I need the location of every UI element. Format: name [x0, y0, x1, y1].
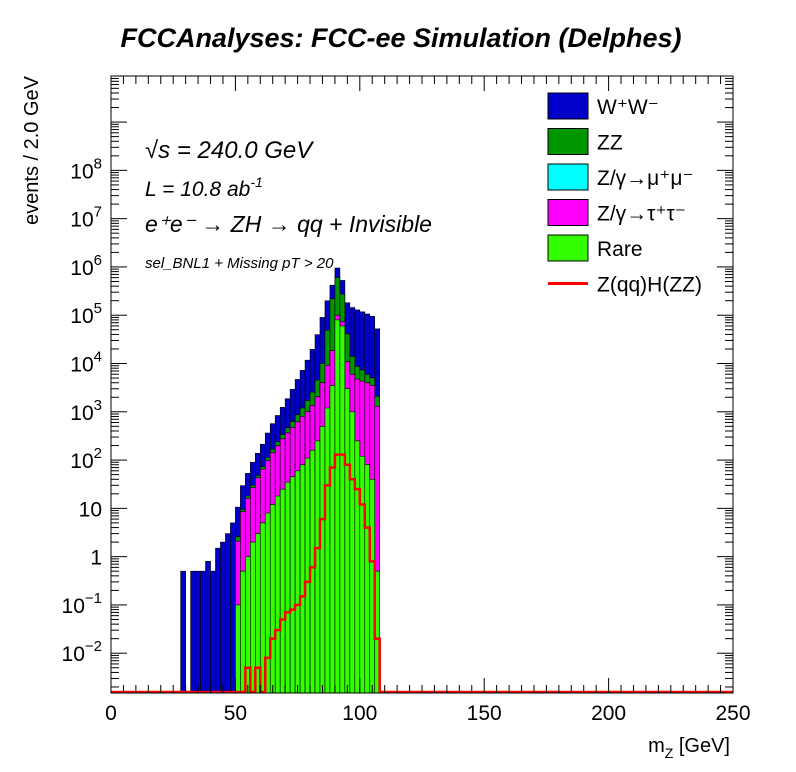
annotation-sqrt-s: √s = 240.0 GeV	[145, 137, 314, 164]
x-tick-label: 200	[591, 702, 626, 725]
legend-swatch	[547, 92, 589, 120]
series-5-bar	[344, 388, 351, 694]
legend-entry-3: Z/γ→μ⁺μ⁻	[547, 163, 694, 191]
chart-title: FCCAnalyses: FCC-ee Simulation (Delphes)	[120, 23, 681, 53]
legend-label: W⁺W⁻	[597, 96, 659, 119]
legend-entry-6: Z(qq)H(ZZ)	[548, 274, 702, 297]
legend-entry-2: ZZ	[547, 128, 623, 155]
x-axis-title: mZ [GeV]	[648, 735, 730, 761]
x-tick-label: 0	[105, 702, 117, 725]
legend-label: ZZ	[597, 132, 623, 155]
x-tick-label: 250	[715, 702, 750, 725]
series-5-bar	[299, 464, 306, 694]
series-1-bar	[180, 570, 186, 694]
ticks-layer: 0 50 100 150 200 250 10−2 10−1 1 10 102 103 104 105 10…	[62, 75, 751, 725]
y-tick-label: 103	[70, 397, 102, 425]
legend-entry-4: Z/γ→τ⁺τ⁻	[547, 199, 686, 226]
annotation-selection: sel_BNL1 + Missing pT > 20	[145, 255, 334, 272]
series-1-bar	[190, 570, 196, 694]
series-5-bar	[294, 470, 301, 694]
series-5-bar	[279, 488, 286, 694]
y-tick-label: 107	[70, 204, 102, 232]
series-1-bar	[210, 570, 216, 694]
series-1-bar	[220, 541, 226, 694]
legend-entry-5: Rare	[547, 234, 643, 262]
series-5-bar	[269, 504, 276, 694]
series-5-bar	[339, 325, 346, 694]
legend-swatch	[547, 234, 589, 262]
series-5-bar	[334, 319, 341, 694]
series-5-bar	[329, 385, 336, 694]
series-6-line	[111, 453, 733, 694]
y-tick-label: 106	[70, 252, 102, 280]
y-tick-label: 102	[70, 445, 102, 473]
y-tick-label: 104	[70, 349, 102, 377]
y-tick-label: 1	[90, 547, 102, 570]
y-tick-label: 105	[70, 300, 102, 328]
series-5-bar	[324, 407, 331, 694]
legend-label: Z/γ→μ⁺μ⁻	[597, 167, 694, 190]
series-5-bar	[235, 604, 241, 694]
legend-label: Z/γ→τ⁺τ⁻	[597, 203, 686, 226]
series-1-bar	[215, 547, 221, 694]
series-1-bar	[205, 561, 211, 694]
legend-swatch	[547, 163, 589, 191]
series-5-bar	[274, 495, 281, 694]
legend-entry-1: W⁺W⁻	[547, 92, 659, 120]
legend-label: Rare	[597, 238, 643, 261]
series-5-bar	[289, 476, 296, 694]
annotation-lumi: L = 10.8 ab-1	[145, 174, 263, 201]
series-5-bar	[319, 426, 326, 694]
series-1-bar	[230, 522, 236, 694]
plot-area	[111, 267, 733, 694]
series-5-bar	[349, 411, 356, 694]
y-tick-label: 10−1	[62, 590, 102, 618]
legend-swatch	[547, 199, 589, 226]
y-tick-label: 10	[79, 498, 102, 521]
y-tick-label: 10−2	[62, 638, 102, 666]
legend-swatch	[547, 128, 589, 155]
series-1-bar	[225, 533, 231, 694]
legend: W⁺W⁻ ZZ Z/γ→μ⁺μ⁻ Z/γ→τ⁺τ⁻ Rare Z(qq)H(ZZ)	[547, 92, 702, 297]
annotation-lumi-base: L = 10.8 ab	[145, 178, 251, 201]
legend-label: Z(qq)H(ZZ)	[597, 274, 702, 297]
series-5-bar	[284, 481, 291, 694]
x-tick-label: 50	[224, 702, 247, 725]
x-tick-label: 100	[342, 702, 377, 725]
y-tick-label: 108	[70, 155, 102, 183]
annotation-process: e⁺e⁻ → ZH → qq + Invisible	[145, 211, 432, 237]
y-axis-title: events / 2.0 GeV	[21, 75, 43, 225]
series-5-bar	[364, 464, 371, 694]
annotation-lumi-exp: -1	[250, 174, 262, 190]
x-tick-label: 150	[467, 702, 502, 725]
series-1-bar	[195, 570, 201, 694]
series-1-bar	[200, 570, 206, 694]
series-5-bars	[235, 319, 381, 694]
